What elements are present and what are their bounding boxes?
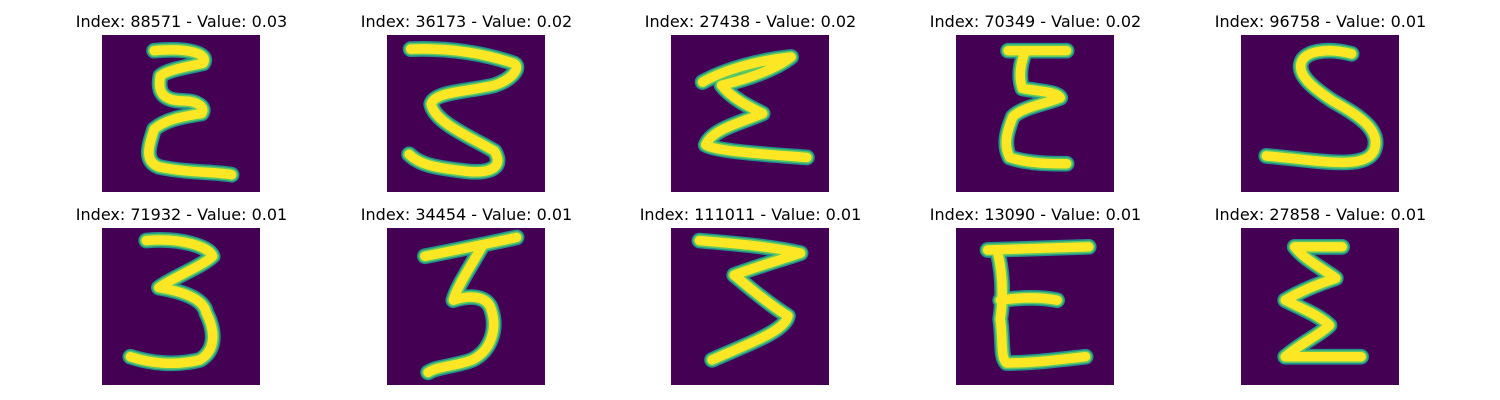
grid-cell: Index: 36173 - Value: 0.02 <box>324 0 609 192</box>
grid-cell: Index: 111011 - Value: 0.01 <box>608 193 893 385</box>
stroke-core <box>982 242 1094 368</box>
digit-image-svg <box>671 35 829 192</box>
digit-image-svg <box>956 35 1114 192</box>
stroke-core <box>694 235 806 365</box>
stroke-core <box>420 232 522 378</box>
grid-cell: Index: 27858 - Value: 0.01 <box>1178 193 1463 385</box>
cell-title: Index: 88571 - Value: 0.03 <box>75 12 288 31</box>
digit-image <box>1241 35 1399 192</box>
digit-image <box>956 35 1114 192</box>
grid-cell: Index: 71932 - Value: 0.01 <box>39 193 324 385</box>
digit-image-svg <box>102 228 260 385</box>
grid-cell: Index: 13090 - Value: 0.01 <box>893 193 1178 385</box>
digit-image-svg <box>387 35 545 192</box>
cell-title: Index: 96758 - Value: 0.01 <box>1214 12 1427 31</box>
cell-title: Index: 70349 - Value: 0.02 <box>929 12 1142 31</box>
cell-title: Index: 36173 - Value: 0.02 <box>360 12 573 31</box>
digit-image-svg <box>102 35 260 192</box>
digit-image <box>102 228 260 385</box>
digit-image <box>387 35 545 192</box>
stroke-core <box>1001 45 1072 169</box>
stroke-core <box>404 44 522 177</box>
digit-image-svg <box>671 228 829 385</box>
digit-image-svg <box>1241 35 1399 192</box>
grid-cell: Index: 96758 - Value: 0.01 <box>1178 0 1463 192</box>
grid-cell: Index: 27438 - Value: 0.02 <box>608 0 893 192</box>
cell-title: Index: 34454 - Value: 0.01 <box>360 205 573 224</box>
digit-image <box>956 228 1114 385</box>
stroke-core <box>697 52 812 163</box>
stroke-core <box>1261 46 1381 168</box>
stroke-core <box>125 235 218 368</box>
cell-title: Index: 27438 - Value: 0.02 <box>644 12 857 31</box>
grid-cell: Index: 70349 - Value: 0.02 <box>893 0 1178 192</box>
grid-cell: Index: 34454 - Value: 0.01 <box>324 193 609 385</box>
cell-title: Index: 111011 - Value: 0.01 <box>639 205 862 224</box>
digit-image <box>102 35 260 192</box>
stroke-core <box>1280 242 1366 362</box>
stroke-core <box>144 45 237 180</box>
cell-title: Index: 27858 - Value: 0.01 <box>1214 205 1427 224</box>
digit-image <box>387 228 545 385</box>
digit-image <box>671 228 829 385</box>
digit-image-svg <box>1241 228 1399 385</box>
digit-image-svg <box>956 228 1114 385</box>
digit-image <box>1241 228 1399 385</box>
grid-cell: Index: 88571 - Value: 0.03 <box>39 0 324 192</box>
digit-image <box>671 35 829 192</box>
digit-image-svg <box>387 228 545 385</box>
cell-title: Index: 71932 - Value: 0.01 <box>75 205 288 224</box>
cell-title: Index: 13090 - Value: 0.01 <box>929 205 1142 224</box>
